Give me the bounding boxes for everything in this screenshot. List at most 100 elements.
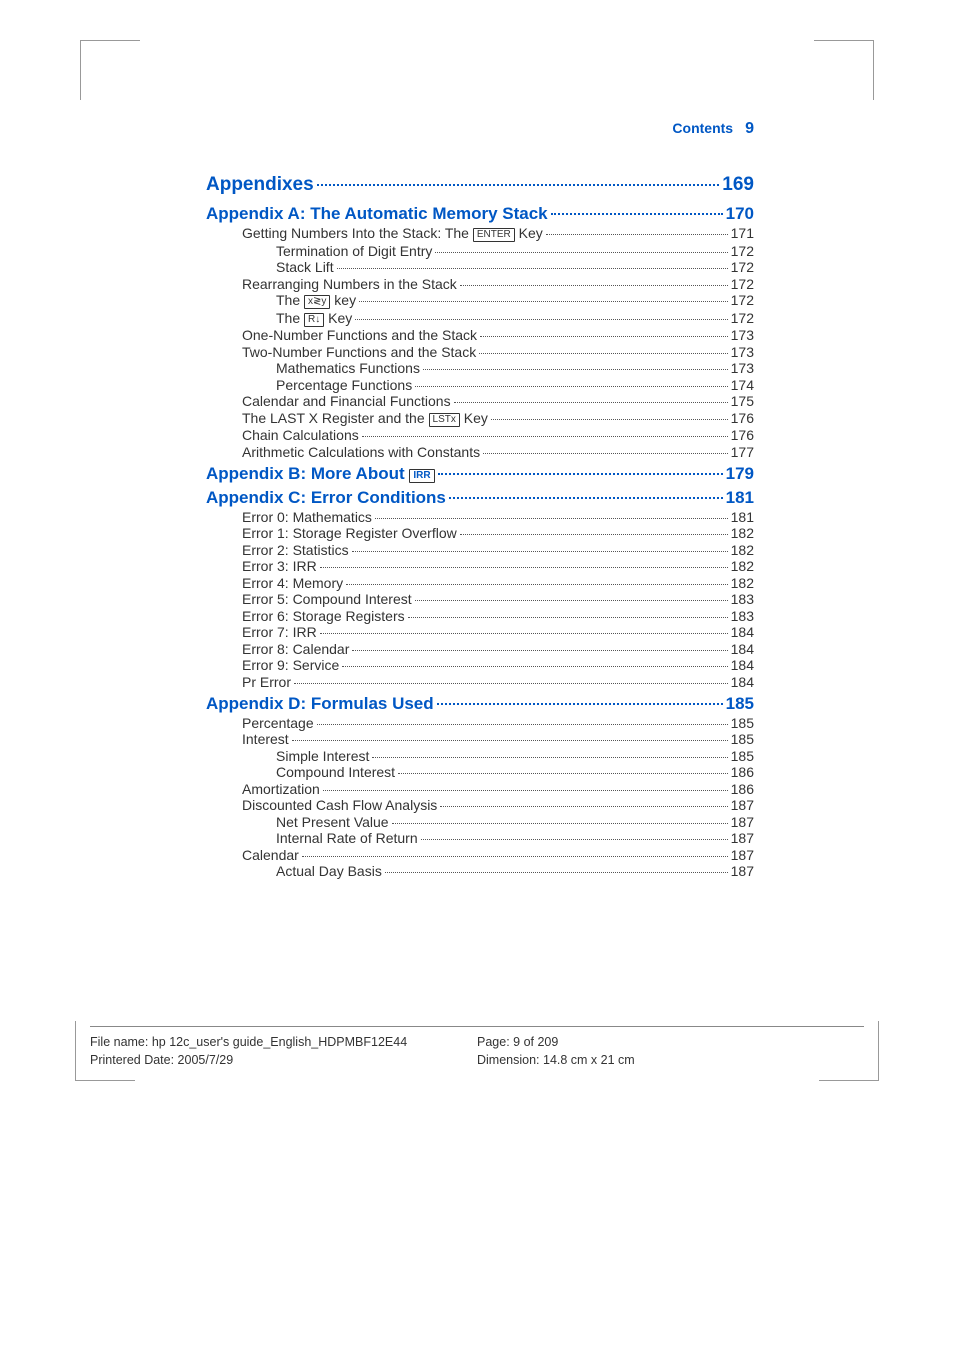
toc-entry: Termination of Digit Entry 172 xyxy=(206,243,754,259)
toc-entry: Arithmetic Calculations with Constants 1… xyxy=(206,444,754,460)
leader-dots xyxy=(435,252,727,253)
toc-label: Getting Numbers Into the Stack: The ENTE… xyxy=(242,225,543,242)
toc-label: Two-Number Functions and the Stack xyxy=(242,344,476,360)
footer-printdate: Printered Date: 2005/7/29 xyxy=(90,1051,477,1069)
toc-pagenum: 181 xyxy=(731,509,754,525)
toc-entry: Mathematics Functions 173 xyxy=(206,360,754,376)
toc-pagenum: 186 xyxy=(731,764,754,780)
key-icon: LSTx xyxy=(429,413,460,427)
toc-pagenum: 171 xyxy=(731,225,754,241)
leader-dots xyxy=(317,724,728,725)
header-label: Contents xyxy=(672,120,733,136)
toc-label: Calendar and Financial Functions xyxy=(242,393,451,409)
leader-dots xyxy=(372,757,727,758)
leader-dots xyxy=(415,386,727,387)
toc-entry: Getting Numbers Into the Stack: The ENTE… xyxy=(206,225,754,242)
toc-label: Error 0: Mathematics xyxy=(242,509,372,525)
toc-label: Error 8: Calendar xyxy=(242,641,349,657)
toc-pagenum: 173 xyxy=(731,344,754,360)
toc-entry: Chain Calculations 176 xyxy=(206,427,754,443)
crop-mark xyxy=(814,40,874,100)
toc-label: Error 1: Storage Register Overflow xyxy=(242,525,457,541)
toc-pagenum: 172 xyxy=(731,276,754,292)
toc-label: Interest xyxy=(242,731,289,747)
leader-dots xyxy=(342,666,727,667)
toc-heading: Appendix C: Error Conditions 181 xyxy=(206,488,754,508)
toc-pagenum: 176 xyxy=(731,427,754,443)
footer-right: Page: 9 of 209 Dimension: 14.8 cm x 21 c… xyxy=(477,1033,864,1069)
leader-dots xyxy=(302,856,728,857)
leader-dots xyxy=(546,234,728,235)
footer-pageinfo: Page: 9 of 209 xyxy=(477,1033,864,1051)
leader-dots xyxy=(385,872,728,873)
leader-dots xyxy=(491,419,728,420)
crop-mark xyxy=(80,40,140,100)
toc-pagenum: 172 xyxy=(731,259,754,275)
toc-entry: Error 6: Storage Registers 183 xyxy=(206,608,754,624)
leader-dots xyxy=(483,453,728,454)
toc-pagenum: 174 xyxy=(731,377,754,393)
toc-label: Internal Rate of Return xyxy=(276,830,418,846)
toc-entry: Error 7: IRR184 xyxy=(206,624,754,640)
leader-dots xyxy=(440,806,727,807)
key-icon: ENTER xyxy=(473,228,515,242)
toc-entry: Error 2: Statistics 182 xyxy=(206,542,754,558)
toc-pagenum: 184 xyxy=(731,657,754,673)
toc-entry: Error 4: Memory 182 xyxy=(206,575,754,591)
toc-entry: Calendar 187 xyxy=(206,847,754,863)
toc-label: Mathematics Functions xyxy=(276,360,420,376)
toc-label: Error 2: Statistics xyxy=(242,542,349,558)
toc-pagenum: 184 xyxy=(731,674,754,690)
toc-entry: Internal Rate of Return 187 xyxy=(206,830,754,846)
toc-pagenum: 182 xyxy=(731,542,754,558)
toc-entry: Pr Error 184 xyxy=(206,674,754,690)
header-page-number: 9 xyxy=(745,120,754,138)
toc-heading: Appendix D: Formulas Used 185 xyxy=(206,694,754,714)
toc-pagenum: 172 xyxy=(731,243,754,259)
toc-label: Error 5: Compound Interest xyxy=(242,591,412,607)
table-of-contents: Appendixes 169Appendix A: The Automatic … xyxy=(206,174,754,879)
leader-dots xyxy=(317,184,720,186)
leader-dots xyxy=(355,319,727,320)
toc-pagenum: 185 xyxy=(731,748,754,764)
toc-label: Appendix B: More About IRR xyxy=(206,464,435,484)
toc-pagenum: 184 xyxy=(731,641,754,657)
toc-pagenum: 181 xyxy=(726,488,754,508)
toc-entry: The x≷y key 172 xyxy=(206,292,754,309)
key-icon: IRR xyxy=(409,469,434,483)
leader-dots xyxy=(359,301,728,302)
toc-entry: Error 0: Mathematics 181 xyxy=(206,509,754,525)
toc-label: Error 6: Storage Registers xyxy=(242,608,405,624)
toc-pagenum: 183 xyxy=(731,591,754,607)
toc-pagenum: 182 xyxy=(731,525,754,541)
leader-dots xyxy=(480,336,728,337)
key-icon: x≷y xyxy=(304,295,330,309)
toc-label: Percentage Functions xyxy=(276,377,412,393)
leader-dots xyxy=(437,703,723,705)
toc-pagenum: 176 xyxy=(731,410,754,426)
toc-entry: Simple Interest185 xyxy=(206,748,754,764)
footer-filename: File name: hp 12c_user's guide_English_H… xyxy=(90,1033,477,1051)
footer-dimension: Dimension: 14.8 cm x 21 cm xyxy=(477,1051,864,1069)
leader-dots xyxy=(460,285,728,286)
toc-entry: Error 5: Compound Interest 183 xyxy=(206,591,754,607)
toc-pagenum: 182 xyxy=(731,558,754,574)
leader-dots xyxy=(375,518,728,519)
key-icon: R↓ xyxy=(304,313,324,327)
toc-pagenum: 179 xyxy=(726,464,754,484)
toc-label: Pr Error xyxy=(242,674,291,690)
toc-entry: Stack Lift172 xyxy=(206,259,754,275)
toc-pagenum: 183 xyxy=(731,608,754,624)
toc-pagenum: 169 xyxy=(722,174,754,196)
leader-dots xyxy=(392,823,728,824)
toc-pagenum: 170 xyxy=(726,204,754,224)
toc-pagenum: 182 xyxy=(731,575,754,591)
toc-label: Percentage xyxy=(242,715,314,731)
toc-entry: Interest 185 xyxy=(206,731,754,747)
toc-entry: Compound Interest186 xyxy=(206,764,754,780)
toc-heading: Appendix A: The Automatic Memory Stack 1… xyxy=(206,204,754,224)
toc-label: Calendar xyxy=(242,847,299,863)
leader-dots xyxy=(292,740,728,741)
leader-dots xyxy=(423,369,728,370)
footer-left: File name: hp 12c_user's guide_English_H… xyxy=(90,1033,477,1069)
